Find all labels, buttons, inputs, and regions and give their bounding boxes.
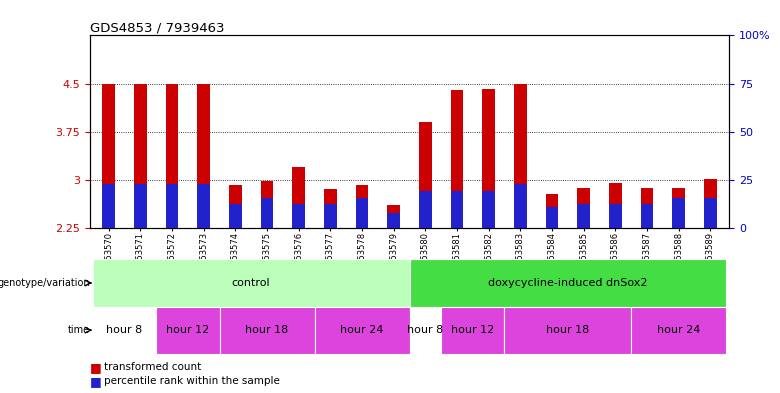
Bar — [704, 178, 717, 228]
Text: hour 8: hour 8 — [407, 325, 444, 335]
Bar — [292, 204, 305, 228]
Text: ■: ■ — [90, 361, 101, 374]
Bar — [356, 185, 368, 228]
Bar — [410, 307, 441, 354]
Bar — [388, 206, 400, 228]
Bar — [631, 307, 726, 354]
Bar — [314, 307, 410, 354]
Bar — [388, 213, 400, 228]
Bar — [505, 307, 631, 354]
Bar — [93, 259, 410, 307]
Bar — [482, 191, 495, 228]
Bar — [324, 189, 337, 228]
Bar — [102, 83, 115, 228]
Text: GDS4853 / 7939463: GDS4853 / 7939463 — [90, 21, 224, 34]
Bar — [514, 83, 526, 228]
Bar — [419, 122, 431, 228]
Bar — [165, 184, 179, 228]
Bar — [165, 83, 179, 228]
Bar — [410, 259, 726, 307]
Bar — [672, 198, 685, 228]
Bar — [219, 307, 314, 354]
Text: hour 12: hour 12 — [166, 325, 210, 335]
Text: ■: ■ — [90, 375, 101, 388]
Bar — [482, 89, 495, 228]
Bar — [640, 187, 654, 228]
Bar — [672, 187, 685, 228]
Bar — [261, 181, 273, 228]
Text: doxycycline-induced dnSox2: doxycycline-induced dnSox2 — [488, 278, 647, 288]
Bar — [704, 198, 717, 228]
Text: hour 24: hour 24 — [657, 325, 700, 335]
Bar — [577, 187, 590, 228]
Bar — [577, 204, 590, 228]
Bar — [514, 184, 526, 228]
Bar — [451, 191, 463, 228]
Bar — [451, 90, 463, 228]
Text: transformed count: transformed count — [104, 362, 201, 373]
Text: percentile rank within the sample: percentile rank within the sample — [104, 376, 279, 386]
Bar — [197, 83, 210, 228]
Bar — [93, 307, 156, 354]
Bar — [261, 198, 273, 228]
Text: hour 18: hour 18 — [246, 325, 289, 335]
Bar — [609, 204, 622, 228]
Text: hour 24: hour 24 — [340, 325, 384, 335]
Bar — [546, 194, 558, 228]
Bar — [419, 191, 431, 228]
Bar — [156, 307, 219, 354]
Text: hour 12: hour 12 — [451, 325, 495, 335]
Text: hour 8: hour 8 — [106, 325, 143, 335]
Bar — [229, 204, 242, 228]
Bar — [441, 307, 505, 354]
Bar — [324, 204, 337, 228]
Text: hour 18: hour 18 — [546, 325, 590, 335]
Bar — [356, 198, 368, 228]
Bar — [640, 204, 654, 228]
Bar — [197, 184, 210, 228]
Bar — [546, 207, 558, 228]
Bar — [292, 167, 305, 228]
Bar — [134, 184, 147, 228]
Text: control: control — [232, 278, 271, 288]
Text: time: time — [68, 325, 90, 335]
Bar — [102, 184, 115, 228]
Bar — [229, 185, 242, 228]
Bar — [609, 183, 622, 228]
Bar — [134, 83, 147, 228]
Text: genotype/variation: genotype/variation — [0, 278, 90, 288]
